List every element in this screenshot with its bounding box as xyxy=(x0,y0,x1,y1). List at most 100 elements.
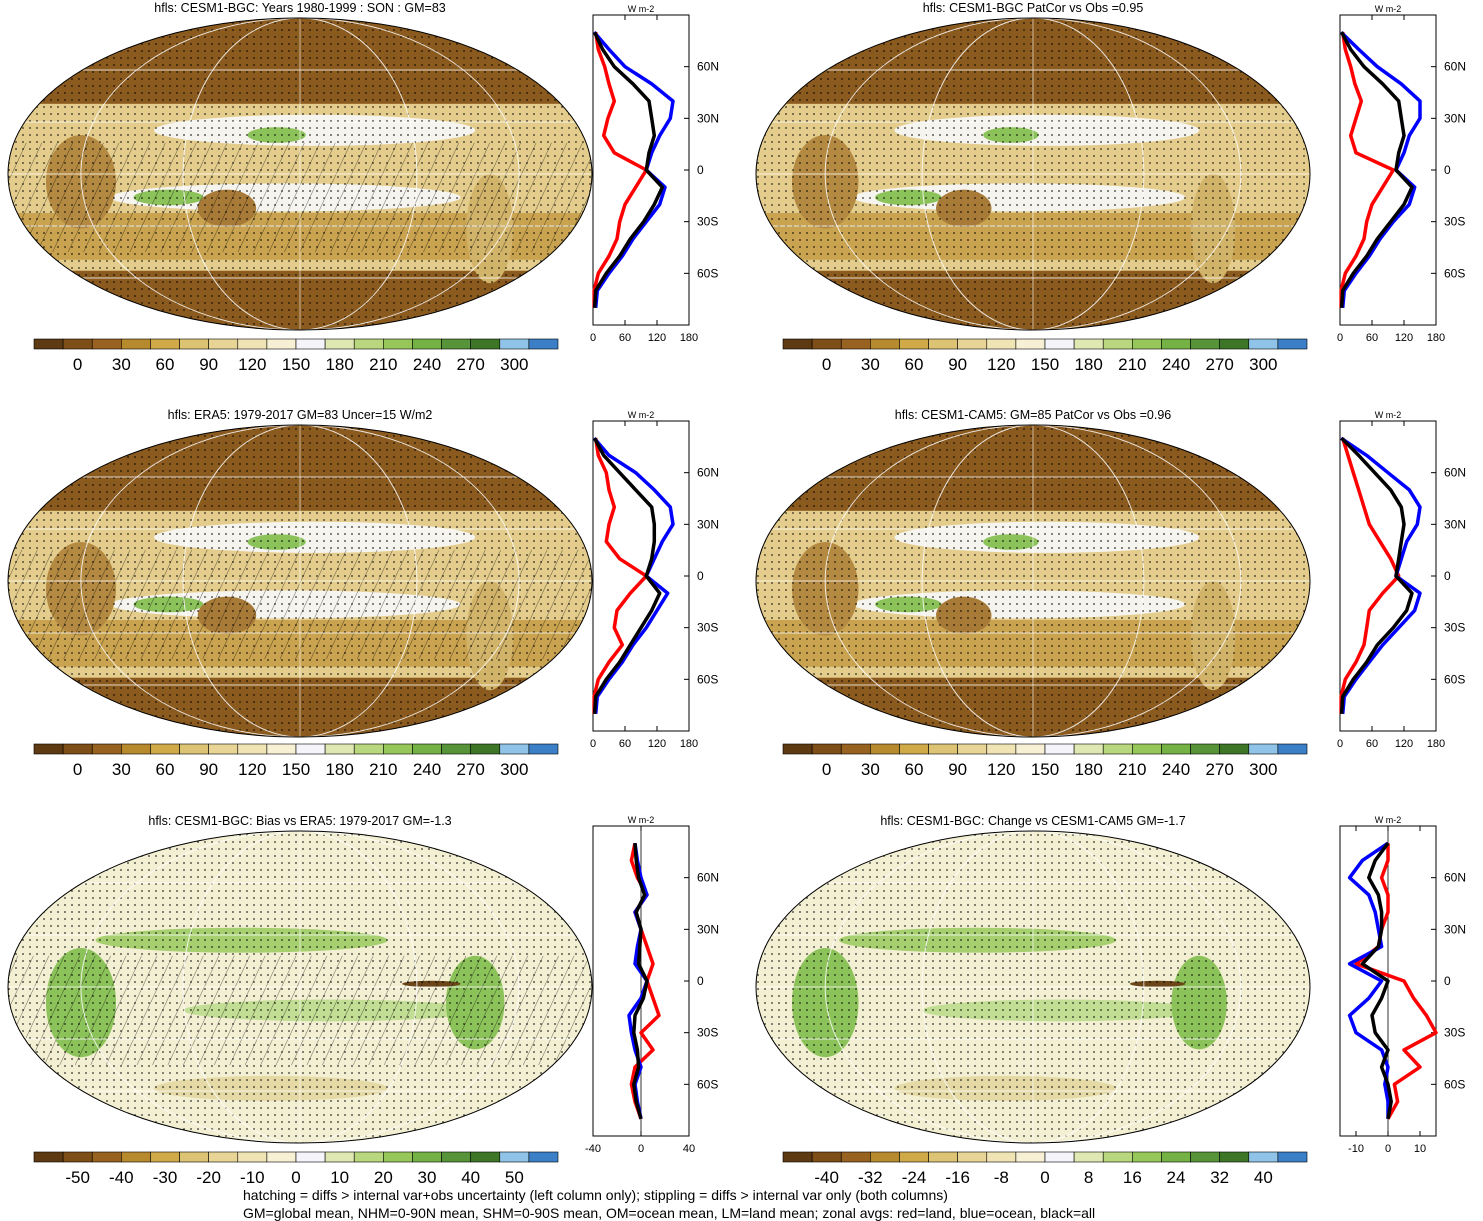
colorbar-tick-label: 0 xyxy=(73,355,82,374)
profile-xtick-label: 120 xyxy=(1395,332,1413,344)
colorbar-tick-label: 240 xyxy=(413,355,441,374)
colorbar-swatch xyxy=(91,338,122,350)
colorbar-swatch xyxy=(899,338,929,350)
profile-unit: W m-2 xyxy=(628,815,655,825)
colorbar-swatch xyxy=(986,1151,1017,1163)
colorbar-tick-label: 300 xyxy=(1249,760,1277,779)
colorbar-tick-label: 240 xyxy=(413,760,441,779)
colorbar-swatch xyxy=(295,1151,326,1163)
colorbar-swatch xyxy=(412,743,442,755)
colorbar-swatch xyxy=(237,743,268,755)
colorbar-tick-label: 16 xyxy=(1123,1168,1142,1187)
profile-xtick-label: 60 xyxy=(1366,332,1378,344)
colorbar-tick-label: 120 xyxy=(238,355,266,374)
graticule-meridian xyxy=(182,18,418,330)
profile-xtick-label: 60 xyxy=(619,332,631,344)
profile-xtick-label: 0 xyxy=(638,1143,644,1155)
colorbar-swatch xyxy=(1132,743,1162,755)
lat-tick-label: 30N xyxy=(1444,517,1466,531)
colorbar: -40 -32 -24 -16 -8 0 8 16 24 32 40 xyxy=(782,1151,1308,1187)
zonal-profile: W m-2 0 60 120 180 60N 30N 0 30S 60S xyxy=(1337,4,1466,344)
profile-xtick-label: 60 xyxy=(619,738,631,750)
graticule-meridian xyxy=(182,425,418,737)
panel-5: hfls: CESM1-BGC: Bias vs ERA5: 1979-2017… xyxy=(7,814,719,1187)
colorbar-tick-label: 150 xyxy=(1031,355,1059,374)
lat-tick-label: 30S xyxy=(1444,1026,1465,1040)
series-line-all xyxy=(1339,436,1414,714)
colorbar-tick-label: 40 xyxy=(461,1168,480,1187)
colorbar-swatch xyxy=(928,338,958,350)
colorbar-swatch xyxy=(1219,1151,1250,1163)
colorbar-swatch xyxy=(121,743,151,755)
lat-tick-label: 30S xyxy=(697,1026,718,1040)
graticule-meridian xyxy=(80,831,520,1143)
colorbar-tick-label: 30 xyxy=(112,760,131,779)
colorbar-swatch xyxy=(528,743,559,755)
colorbar-swatch xyxy=(870,338,900,350)
colorbar-swatch xyxy=(1102,743,1133,755)
colorbar-swatch xyxy=(1248,743,1279,755)
colorbar-swatch xyxy=(353,743,384,755)
colorbar-swatch xyxy=(1219,743,1250,755)
colorbar-swatch xyxy=(1073,743,1104,755)
colorbar-swatch xyxy=(528,338,559,350)
colorbar-tick-label: 120 xyxy=(238,760,266,779)
colorbar-swatch xyxy=(150,1151,180,1163)
colorbar-swatch xyxy=(840,1151,871,1163)
graticule-meridian xyxy=(921,425,1145,737)
map-border xyxy=(755,424,1311,738)
graticule-meridian xyxy=(824,831,1242,1143)
lat-tick-label: 60S xyxy=(1444,1077,1465,1091)
series-line-land xyxy=(1354,843,1438,1120)
colorbar-swatch xyxy=(1044,1151,1075,1163)
colorbar-swatch xyxy=(870,743,900,755)
profile-xtick-label: 0 xyxy=(1337,738,1343,750)
colorbar-tick-label: 180 xyxy=(325,355,353,374)
colorbar-tick-label: 210 xyxy=(1118,760,1146,779)
colorbar-swatch xyxy=(208,338,239,350)
lat-tick-label: 0 xyxy=(697,163,704,177)
colorbar: 0 30 60 90 120 150 180 210 240 270 300 xyxy=(33,743,559,779)
colorbar-swatch xyxy=(782,1151,813,1163)
map-border xyxy=(755,17,1311,331)
colorbar-tick-label: 0 xyxy=(73,760,82,779)
colorbar-swatch xyxy=(870,1151,900,1163)
colorbar-swatch xyxy=(1190,743,1220,755)
colorbar-swatch xyxy=(811,1151,842,1163)
colorbar-tick-label: -40 xyxy=(814,1168,839,1187)
colorbar-tick-label: 50 xyxy=(505,1168,524,1187)
colorbar-swatch xyxy=(1015,1151,1046,1163)
colorbar-tick-label: 60 xyxy=(905,760,924,779)
colorbar-swatch xyxy=(441,743,471,755)
series-line-all xyxy=(1339,31,1414,308)
profile-xtick-label: 0 xyxy=(1385,1143,1391,1155)
colorbar-swatch xyxy=(840,338,871,350)
colorbar-swatch xyxy=(1044,338,1075,350)
lat-tick-label: 60N xyxy=(1444,871,1466,885)
colorbar-swatch xyxy=(179,743,209,755)
series-line-land xyxy=(1339,31,1396,308)
colorbar-tick-label: 180 xyxy=(1074,355,1102,374)
lat-tick-label: 30N xyxy=(1444,111,1466,125)
colorbar-tick-label: 30 xyxy=(112,355,131,374)
lat-tick-label: 30S xyxy=(1444,215,1465,229)
colorbar-tick-label: 300 xyxy=(500,355,528,374)
colorbar-swatch xyxy=(62,743,93,755)
colorbar-swatch xyxy=(470,743,501,755)
colorbar-tick-label: -10 xyxy=(240,1168,265,1187)
colorbar-swatch xyxy=(928,743,958,755)
graticule-meridian xyxy=(921,18,1145,330)
colorbar-swatch xyxy=(782,338,813,350)
graticule-meridian xyxy=(182,831,418,1143)
colorbar-swatch xyxy=(1161,1151,1191,1163)
colorbar-swatch xyxy=(1219,338,1250,350)
profile-xtick-label: 180 xyxy=(680,332,698,344)
colorbar-tick-label: 270 xyxy=(1205,355,1233,374)
colorbar-tick-label: 210 xyxy=(369,760,397,779)
colorbar-swatch xyxy=(470,338,501,350)
colorbar-swatch xyxy=(324,743,355,755)
footnote-line-1: hatching = diffs > internal var+obs unce… xyxy=(243,1187,948,1203)
profile-xtick-label: 180 xyxy=(680,738,698,750)
zonal-profile: W m-2 -10 0 10 60N 30N 0 30S 60S xyxy=(1339,815,1466,1155)
